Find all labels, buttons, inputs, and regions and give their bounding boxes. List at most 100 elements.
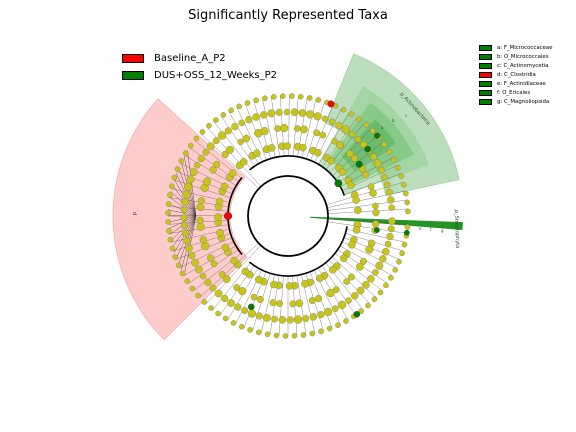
marker-node-streptophyta (374, 227, 380, 233)
tree-node (306, 110, 315, 119)
clade-shade-streptophyta (309, 216, 463, 231)
tree-node (260, 111, 268, 119)
marker-node-treatment (248, 303, 255, 311)
tree-node (381, 174, 388, 181)
tree-node (175, 262, 182, 269)
tree-node (353, 206, 362, 215)
tree-node (215, 310, 221, 317)
tree-node (230, 256, 238, 265)
tree-node (204, 278, 212, 286)
tree-node (362, 281, 370, 289)
tree-node (201, 299, 208, 305)
tree-node (275, 108, 283, 116)
tree-node (392, 267, 399, 273)
legend-label: DUS+OSS_12_Weeks_P2 (154, 70, 278, 81)
tree-node (313, 129, 321, 137)
tree-node (356, 286, 365, 295)
tree-node (228, 107, 234, 114)
tree-node (168, 183, 175, 189)
tree-node (180, 221, 188, 229)
tree-node (184, 278, 191, 284)
tree-node (285, 282, 294, 290)
tree-node (340, 106, 347, 113)
tree-node (331, 138, 338, 145)
tree-node (238, 119, 246, 127)
tree-node (369, 189, 377, 197)
tree-node (209, 166, 217, 174)
tree-node (405, 208, 411, 215)
tree-node (332, 286, 340, 294)
tree-node (260, 127, 269, 136)
tree-node (199, 272, 207, 280)
clade-label-c: c (405, 113, 407, 118)
tree-node (206, 142, 215, 151)
tree-node (337, 300, 347, 310)
tree-node (241, 307, 249, 314)
tree-node (222, 275, 231, 284)
tree-node (399, 250, 405, 257)
tree-node (238, 323, 245, 330)
tree-node (221, 243, 230, 252)
tree-node (179, 270, 186, 277)
tree-node (280, 123, 289, 133)
tree-node (255, 275, 263, 284)
tree-node (335, 322, 341, 328)
tree-node (396, 258, 402, 265)
tree-node (381, 141, 388, 148)
tree-node (372, 269, 379, 276)
tree-node (343, 318, 349, 324)
tree-node (309, 330, 316, 337)
tree-node (318, 328, 324, 335)
tree-node (315, 274, 324, 283)
tree-node (293, 315, 303, 324)
marker-node-treatment-b (353, 311, 361, 318)
tree-node (189, 168, 198, 177)
taxa-key-item: c: C_Actinomycetia (479, 61, 553, 70)
tree-node (338, 168, 347, 176)
tree-node (297, 93, 304, 100)
tree-node (377, 289, 384, 296)
taxa-key-item: a: F_Micrococcaceae (479, 43, 553, 52)
tree-node (335, 121, 343, 130)
tree-node (212, 137, 220, 145)
tree-node (264, 331, 271, 338)
tree-node (188, 252, 196, 260)
tree-node (274, 125, 281, 132)
tree-node (245, 115, 253, 124)
clade-shading (112, 53, 463, 341)
tree-node (345, 297, 352, 304)
fan-branch (187, 150, 197, 217)
tree-node (279, 93, 286, 99)
tree-node (347, 181, 355, 190)
tree-node (381, 247, 390, 256)
tree-node (237, 138, 244, 146)
tree-node (348, 111, 355, 117)
tree-node (182, 150, 189, 156)
tree-node (224, 127, 232, 135)
tree-node (209, 284, 217, 292)
tree-node (379, 255, 387, 263)
tree-node (220, 182, 229, 191)
tree-node (255, 312, 263, 320)
tree-node (196, 216, 204, 224)
tree-node (302, 315, 310, 322)
tree-node (270, 94, 277, 100)
marker-node-micrococcales (355, 160, 363, 168)
tree-node (293, 125, 301, 132)
tree-node (165, 219, 171, 225)
tree-node (253, 97, 259, 104)
tree-node (283, 142, 292, 150)
tree-node (210, 260, 218, 268)
tree-node (227, 299, 235, 307)
tree-node (348, 130, 356, 138)
tree-node (191, 258, 199, 267)
tree-node (365, 302, 371, 309)
clade-shade-firmicutes (112, 98, 248, 341)
tree-node (231, 122, 239, 131)
tree-branch (327, 199, 407, 211)
tree-node (367, 275, 375, 283)
tree-node (354, 135, 362, 143)
marker-node-micrococcaceae (364, 145, 371, 153)
tree-node (273, 332, 280, 339)
